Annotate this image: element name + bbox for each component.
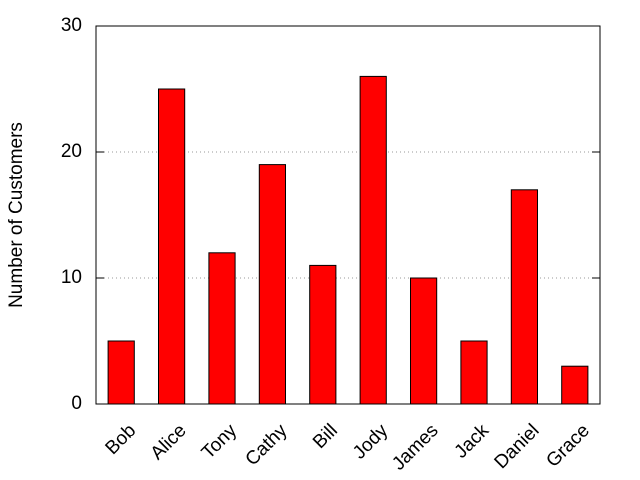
x-tick-label: Jody (349, 420, 393, 464)
bar (107, 340, 135, 405)
plot-frame (95, 25, 601, 405)
x-tick-label: Cathy (242, 420, 292, 470)
x-tick-label: Bob (102, 420, 141, 459)
y-tick-label: 10 (61, 267, 82, 288)
y-axis-label: Number of Customers (6, 122, 27, 308)
x-tick-label: Daniel (491, 420, 544, 473)
bar (409, 277, 438, 405)
bar (510, 189, 539, 405)
x-tick-label: Grace (542, 420, 593, 471)
x-tick-label: Alice (147, 420, 191, 464)
x-tick-label: Bill (309, 420, 342, 453)
x-tick-label: James (388, 420, 442, 474)
bar (359, 75, 387, 405)
bar (561, 365, 589, 405)
x-tick-label: Tony (198, 420, 242, 464)
bar (258, 164, 287, 405)
bar (309, 264, 337, 405)
y-tick-label: 0 (71, 393, 82, 414)
bar (208, 252, 236, 405)
y-tick-label: 20 (61, 141, 82, 162)
bar (157, 88, 186, 405)
bar (460, 340, 488, 405)
y-tick-label: 30 (61, 15, 82, 36)
x-tick-label: Jack (451, 420, 494, 463)
